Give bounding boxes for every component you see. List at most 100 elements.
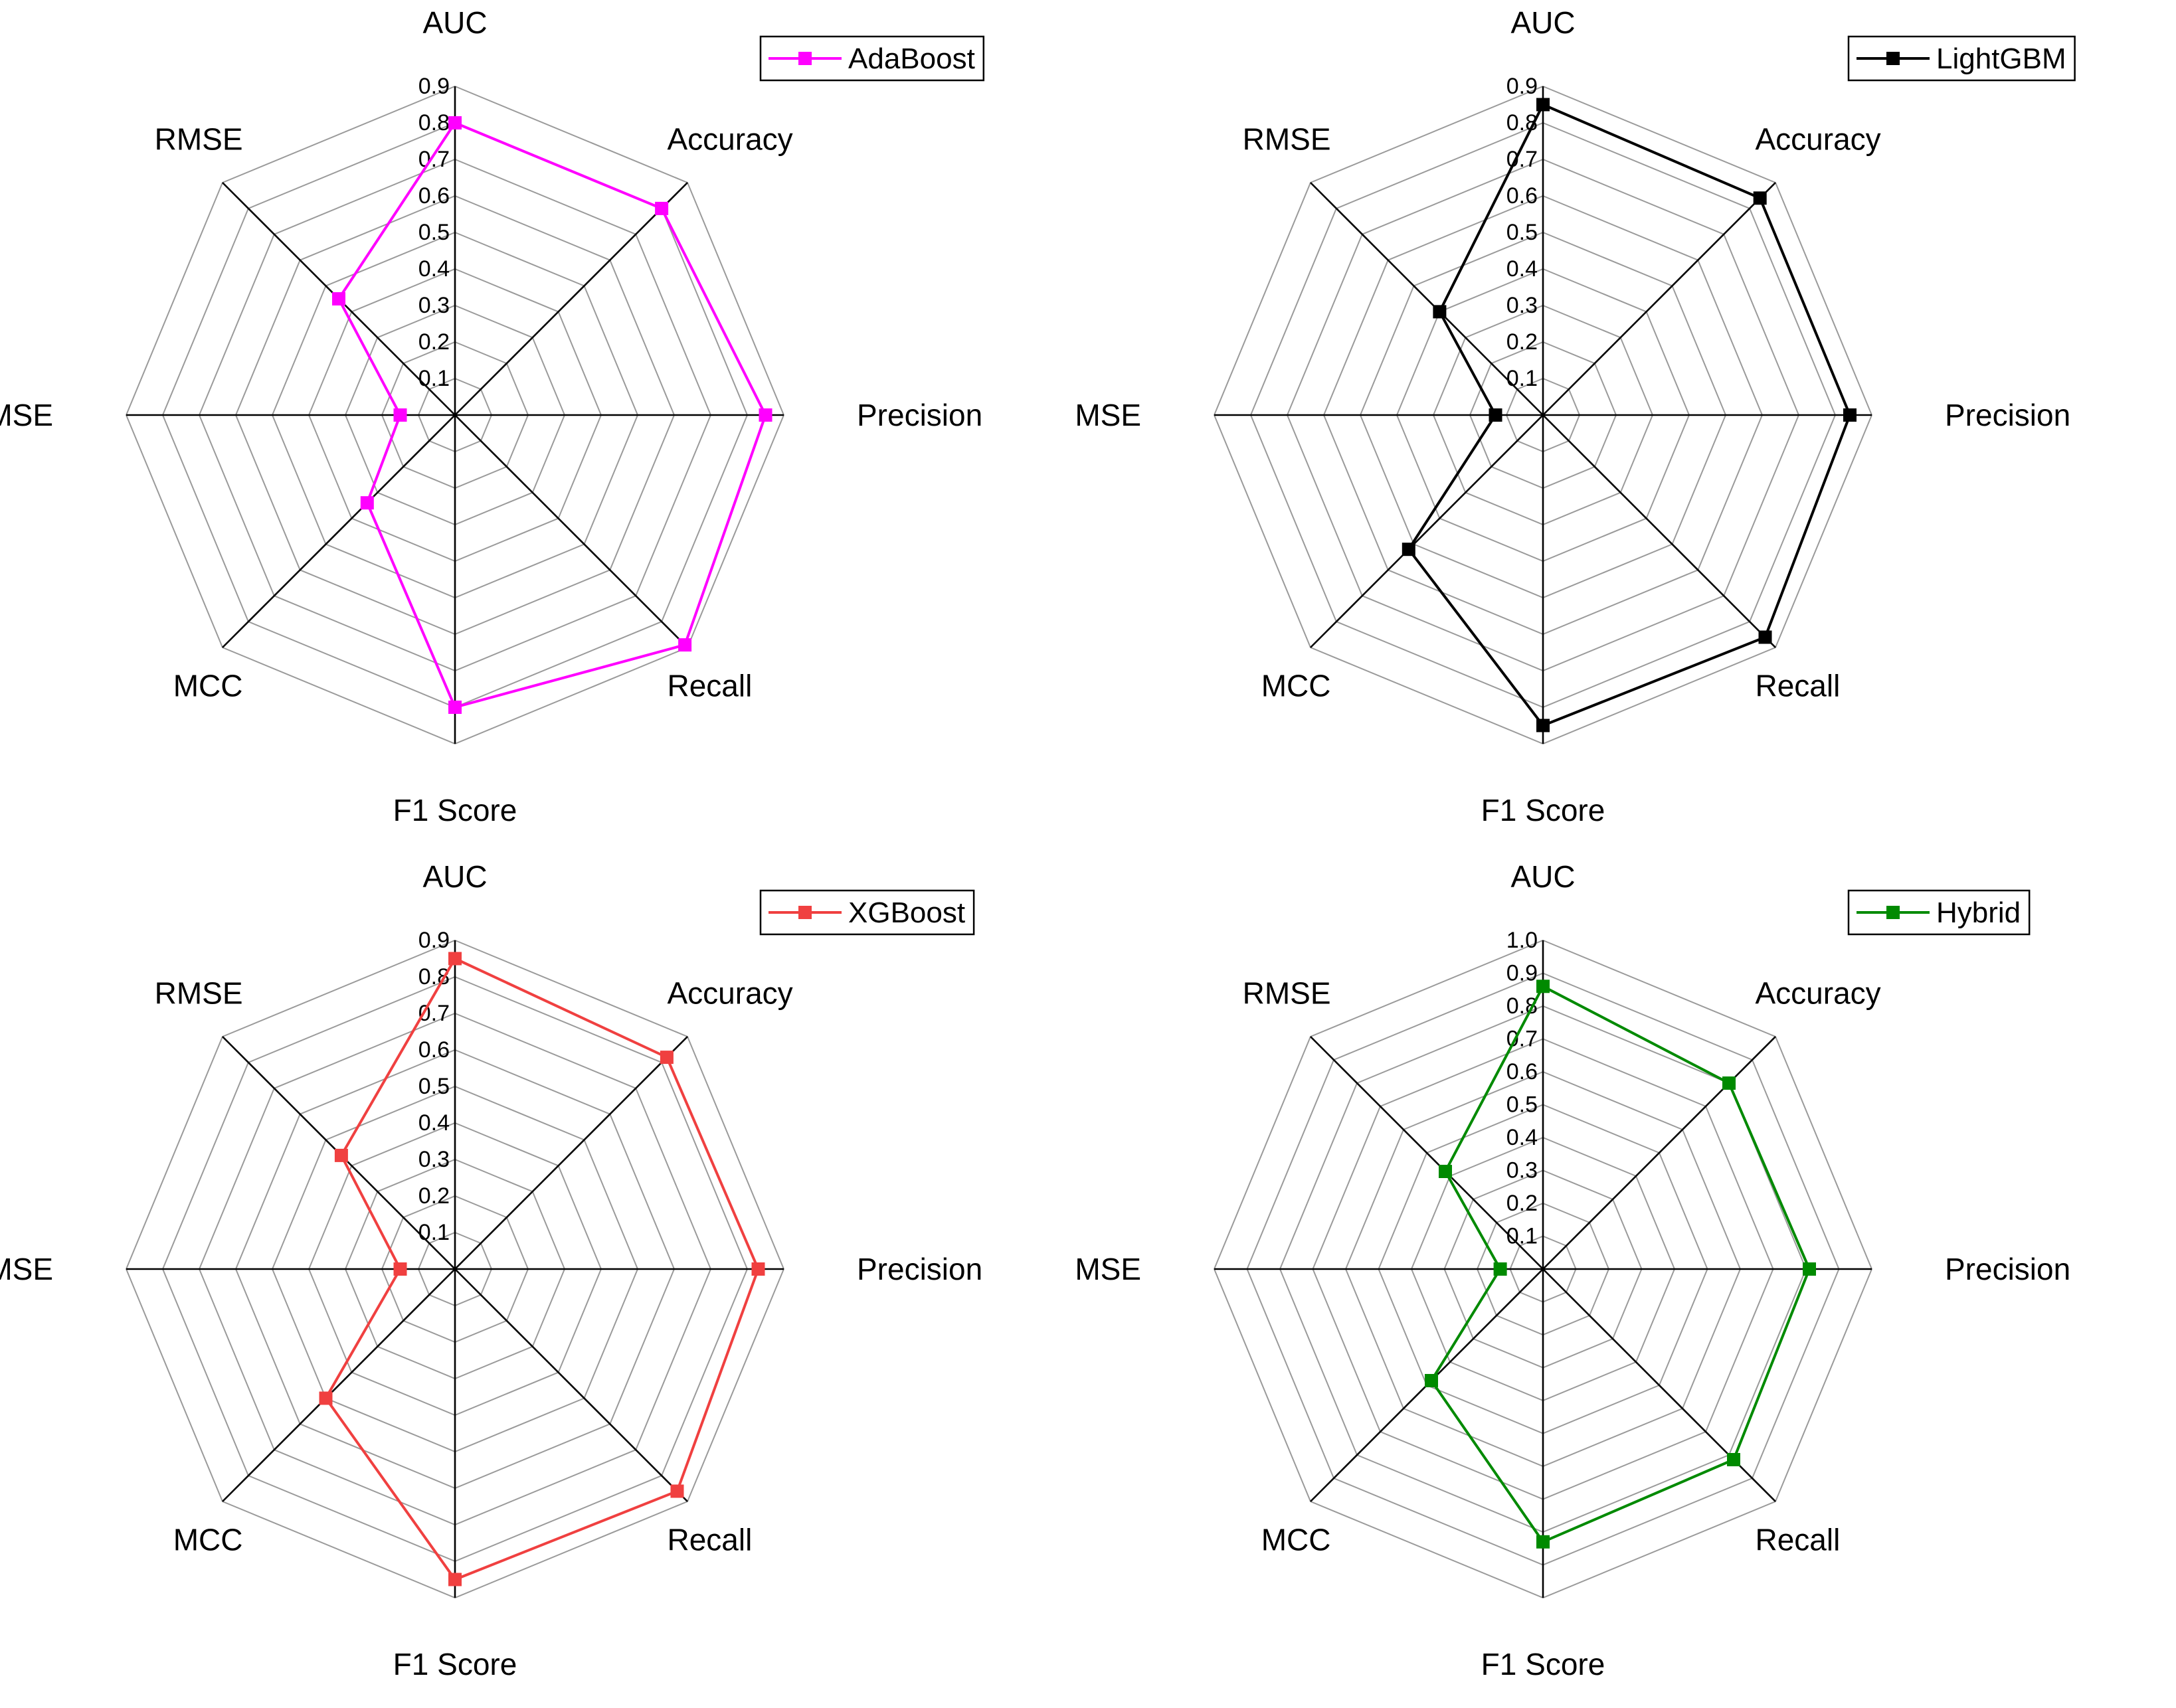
legend-label: AdaBoost: [848, 43, 975, 75]
axis-labels: AUC Accuracy Precision Recall F1 Score MCC MSE…: [1075, 859, 2070, 1681]
radar-chart-xgboost: 0.10.20.30.40.50.60.70.80.9AUCAccuracyPr…: [0, 859, 982, 1681]
axis-labels: AUC Accuracy Precision Recall F1 Score MCC MSE…: [1075, 5, 2070, 827]
axis-label-accuracy: Accuracy: [1756, 122, 1881, 157]
axis-spoke: [1542, 182, 1776, 416]
legend: LightGBM: [1847, 35, 2076, 82]
axis-label-recall: Recall: [1756, 1523, 1841, 1557]
tick-label: 0.2: [1506, 329, 1538, 355]
data-point-mse: [393, 408, 407, 422]
spokes: [1214, 86, 1872, 744]
axis-label-auc: AUC: [422, 859, 487, 894]
tick-label: 0.2: [1506, 1191, 1538, 1216]
axis-label-recall: Recall: [668, 669, 753, 703]
data-point-mcc: [1425, 1374, 1438, 1387]
legend-marker: [1886, 52, 1900, 65]
axis-spoke: [454, 1268, 688, 1502]
axis-label-f1-score: F1 Score: [393, 1647, 517, 1681]
tick-label: 0.4: [418, 1110, 450, 1136]
data-point-f1-score: [1536, 1535, 1550, 1549]
axis-label-accuracy: Accuracy: [668, 122, 793, 157]
axis-label-rmse: RMSE: [155, 122, 243, 157]
radar-chart-hybrid: 0.10.20.30.40.50.60.70.80.91.0AUCAccurac…: [1075, 859, 2070, 1681]
tick-label: 0.3: [1506, 1158, 1538, 1183]
series-line: [1429, 984, 1811, 1544]
axis-label-auc: AUC: [1510, 5, 1575, 40]
data-point-rmse: [334, 1148, 348, 1162]
legend-marker: [798, 52, 812, 65]
radar-chart-lightgbm: 0.10.20.30.40.50.60.70.80.9AUCAccuracyPr…: [1075, 5, 2076, 827]
axis-label-accuracy: Accuracy: [1756, 976, 1881, 1011]
tick-label: 0.9: [1506, 961, 1538, 986]
axis-spoke: [1542, 1036, 1776, 1270]
radar-panel-hybrid: 0.1 0.2 0.3 0.4 0.5 0.6 0.7 0.8 0.9 1.0 AUC Accurac…: [1075, 854, 2176, 1708]
data-point-accuracy: [660, 1051, 674, 1065]
axis-label-precision: Precision: [1945, 398, 2070, 432]
axis-spoke: [222, 414, 456, 648]
data-point-mse: [1493, 1262, 1507, 1276]
axis-label-mse: MSE: [0, 398, 53, 432]
tick-label: 0.4: [418, 256, 450, 282]
series-adaboost: [332, 116, 772, 714]
radar-panel-lightgbm: 0.1 0.2 0.3 0.4 0.5 0.6 0.7 0.8 0.9 AUC Accuracy Pr…: [1075, 0, 2176, 854]
axis-label-rmse: RMSE: [155, 976, 243, 1011]
data-point-recall: [1758, 630, 1772, 644]
legend: XGBoost: [759, 889, 975, 936]
data-point-accuracy: [1722, 1076, 1736, 1090]
tick-label: 1.0: [1506, 928, 1538, 953]
tick-label: 0.3: [1506, 293, 1538, 318]
axis-spoke: [1310, 182, 1544, 416]
data-point-precision: [751, 1262, 765, 1276]
axis-label-mse: MSE: [1075, 398, 1141, 432]
axis-label-f1-score: F1 Score: [1481, 793, 1605, 827]
tick-label: 0.5: [1506, 1092, 1538, 1118]
legend: Hybrid: [1847, 889, 2031, 936]
tick-label: 0.7: [418, 147, 450, 172]
data-point-rmse: [1439, 1165, 1452, 1178]
tick-label: 0.1: [1506, 366, 1538, 391]
axis-label-f1-score: F1 Score: [393, 793, 517, 827]
data-point-mcc: [360, 496, 374, 510]
axis-label-auc: AUC: [1510, 859, 1575, 894]
tick-label: 0.9: [418, 928, 450, 953]
axis-label-mse: MSE: [1075, 1252, 1141, 1286]
data-point-auc: [1536, 98, 1550, 112]
tick-label: 0.2: [418, 329, 450, 355]
axis-spoke: [1310, 1036, 1544, 1270]
axis-label-mse: MSE: [0, 1252, 53, 1286]
axis-label-mcc: MCC: [173, 669, 243, 703]
data-point-f1-score: [448, 1573, 462, 1586]
tick-label: 0.5: [418, 1074, 450, 1099]
tick-label: 0.6: [418, 183, 450, 209]
axis-label-recall: Recall: [1756, 669, 1841, 703]
axis-spoke: [454, 1036, 688, 1270]
data-point-recall: [670, 1484, 684, 1498]
axis-label-f1-score: F1 Score: [1481, 1647, 1605, 1681]
axis-spoke: [1542, 1268, 1776, 1502]
data-point-f1-score: [448, 701, 462, 714]
data-point-auc: [448, 952, 462, 966]
axis-label-mcc: MCC: [1261, 1523, 1331, 1557]
tick-label: 0.8: [418, 110, 450, 135]
data-point-precision: [759, 408, 772, 422]
series-hybrid: [1425, 980, 1816, 1549]
data-point-mcc: [319, 1391, 333, 1405]
data-point-precision: [1803, 1262, 1816, 1276]
data-point-precision: [1843, 408, 1857, 422]
axis-spoke: [222, 1268, 456, 1502]
data-point-accuracy: [655, 201, 669, 215]
data-point-auc: [1536, 980, 1550, 993]
axis-spoke: [1310, 414, 1544, 648]
tick-label: 0.9: [418, 74, 450, 99]
axis-labels: AUC Accuracy Precision Recall F1 Score MCC MSE…: [0, 5, 982, 827]
radar-panel-xgboost: 0.1 0.2 0.3 0.4 0.5 0.6 0.7 0.8 0.9 AUC Accuracy Pr…: [0, 854, 1088, 1708]
tick-label: 0.3: [418, 293, 450, 318]
tick-label: 0.1: [1506, 1224, 1538, 1249]
data-point-rmse: [332, 292, 345, 305]
data-point-mse: [1489, 408, 1502, 422]
tick-label: 0.6: [1506, 1059, 1538, 1084]
axis-label-precision: Precision: [857, 1252, 982, 1286]
legend: AdaBoost: [759, 35, 985, 82]
axis-spoke: [1542, 414, 1776, 648]
tick-label: 0.1: [418, 1220, 450, 1245]
